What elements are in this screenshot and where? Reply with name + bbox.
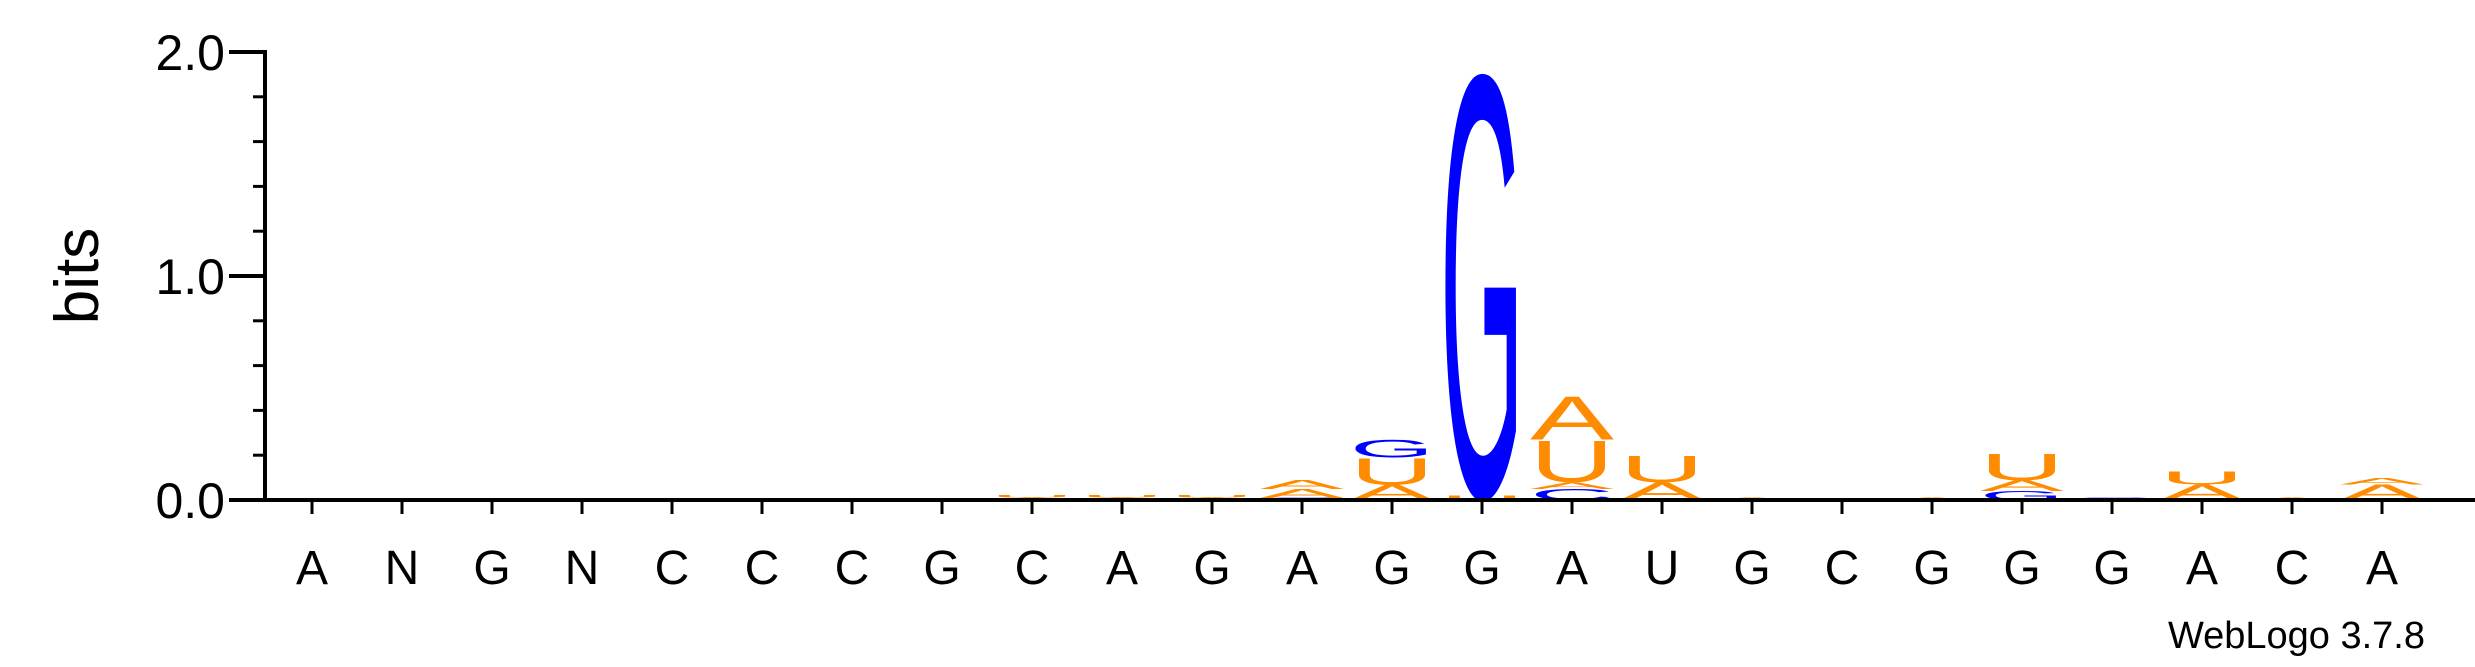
x-position-label: A: [1106, 542, 1138, 595]
x-position-label: N: [565, 542, 600, 595]
logo-letter-U: U: [990, 494, 1074, 498]
x-position-label: G: [923, 542, 960, 595]
logo-letter-A: A: [1260, 487, 1345, 501]
x-position-label: G: [2003, 542, 2040, 595]
svg-text:U: U: [1530, 429, 1614, 495]
logo-letter-U: U: [1530, 429, 1614, 495]
x-position-label: A: [1286, 542, 1318, 595]
svg-text:G: G: [1350, 435, 1434, 463]
x-position-label: A: [1556, 542, 1588, 595]
y-axis-title: bits: [43, 228, 112, 324]
y-tick-label: 2.0: [155, 25, 225, 81]
logo-letter-U: U: [1620, 449, 1704, 491]
logo-letter-A: A: [2340, 476, 2425, 486]
logo-letter-A: A: [1980, 477, 2064, 494]
svg-text:A: A: [1260, 487, 1345, 501]
logo-letter-U: U: [2160, 468, 2244, 489]
weblogo-credit: WebLogo 3.7.8: [2168, 615, 2425, 657]
logo-letter-A: A: [1260, 478, 1345, 492]
logo-letter-U: U: [1980, 447, 2064, 489]
svg-text:U: U: [1440, 494, 1524, 501]
x-position-label: C: [1825, 542, 1860, 595]
x-position-label: U: [1645, 542, 1680, 595]
x-position-label: A: [2366, 542, 2398, 595]
svg-text:A: A: [1980, 477, 2064, 494]
svg-text:A: A: [1260, 478, 1345, 492]
svg-text:U: U: [990, 494, 1074, 498]
x-position-label: C: [2275, 542, 2310, 595]
logo-letter-U: U: [1350, 451, 1434, 493]
x-position-label: C: [1015, 542, 1050, 595]
x-position-label: G: [1373, 542, 1410, 595]
x-position-label: C: [655, 542, 690, 595]
svg-text:A: A: [1530, 480, 1615, 490]
x-position-label: G: [2093, 542, 2130, 595]
x-position-label: G: [1733, 542, 1770, 595]
x-position-label: A: [296, 542, 328, 595]
x-position-label: C: [835, 542, 870, 595]
logo-letter-U: U: [1170, 494, 1254, 498]
logo-letter-U: U: [1440, 494, 1524, 501]
x-position-label: G: [1193, 542, 1230, 595]
logo-letter-A: A: [1530, 383, 1615, 454]
x-position-label: G: [1913, 542, 1950, 595]
y-tick-label: 0.0: [155, 473, 225, 529]
plot-area: AUAUAUCAAAUGUGCAUAAUAAAGAUCAUAAA: [990, 0, 2425, 624]
logo-letter-G: G: [1440, 0, 1524, 624]
logo-letter-A: A: [1530, 480, 1615, 490]
x-position-label: G: [473, 542, 510, 595]
svg-text:U: U: [1350, 451, 1434, 493]
svg-text:A: A: [2340, 476, 2425, 486]
x-position-label: G: [1463, 542, 1500, 595]
svg-text:U: U: [1980, 447, 2064, 489]
svg-text:U: U: [2160, 468, 2244, 489]
svg-text:A: A: [1530, 383, 1615, 454]
svg-text:G: G: [1440, 0, 1524, 624]
y-tick-label: 1.0: [155, 249, 225, 305]
x-position-label: C: [745, 542, 780, 595]
x-position-label: A: [2186, 542, 2218, 595]
logo-letter-U: U: [1080, 494, 1164, 498]
x-position-label: N: [385, 542, 420, 595]
svg-text:U: U: [1080, 494, 1164, 498]
y-axis: 0.0 1.0 2.0: [155, 25, 267, 529]
svg-text:U: U: [1620, 449, 1704, 491]
svg-text:U: U: [1170, 494, 1254, 498]
logo-letter-G: G: [1350, 435, 1434, 463]
